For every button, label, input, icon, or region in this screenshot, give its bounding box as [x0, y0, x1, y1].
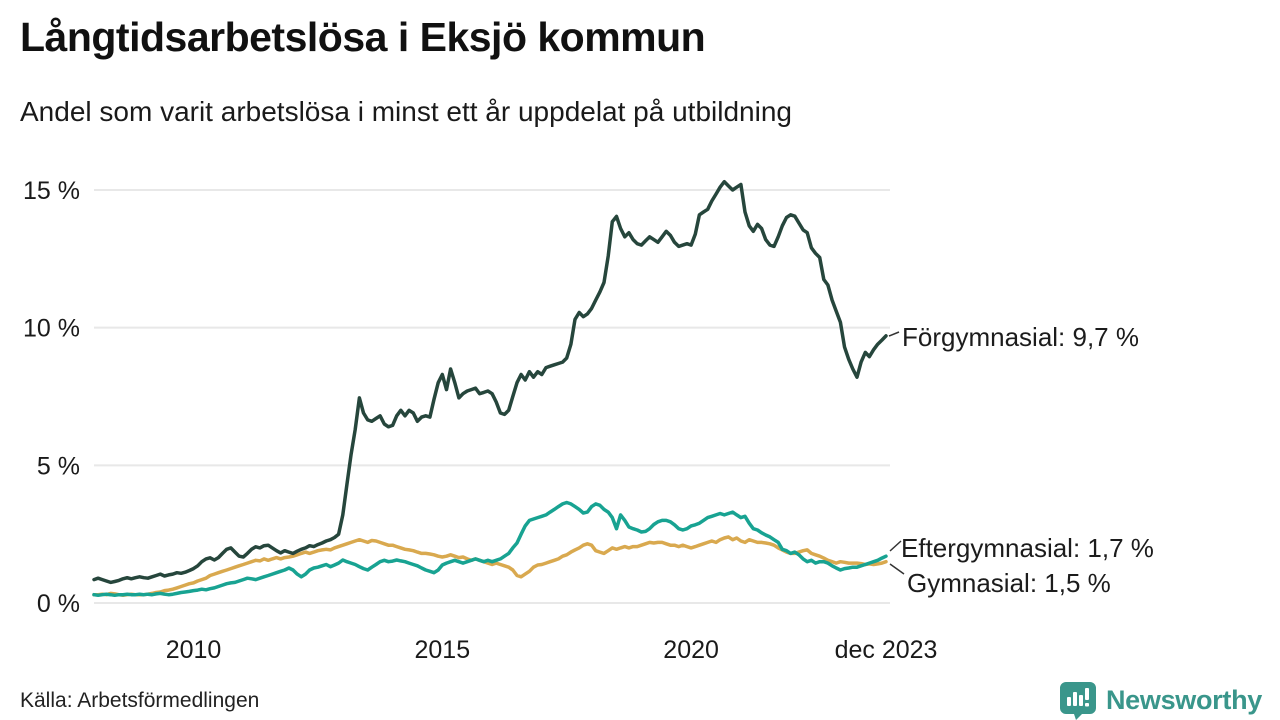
y-axis-tick-label: 10 % — [23, 315, 80, 343]
x-axis-tick-label: 2020 — [663, 636, 719, 664]
series-label-eftergymnasial: Eftergymnasial: 1,7 % — [901, 533, 1154, 563]
x-axis-tick-label: 2010 — [166, 636, 222, 664]
y-axis-tick-label: 0 % — [37, 590, 80, 618]
x-axis-tick-label: dec 2023 — [835, 636, 938, 664]
leader-forgymnasial — [888, 331, 900, 337]
leader-eftergymnasial — [889, 540, 902, 552]
series-label-forgymnasial: Förgymnasial: 9,7 % — [902, 322, 1139, 352]
x-axis-tick-label: 2015 — [415, 636, 471, 664]
series-label-gymnasial: Gymnasial: 1,5 % — [907, 568, 1111, 598]
leader-gymnasial — [889, 563, 905, 575]
y-axis-tick-label: 5 % — [37, 452, 80, 480]
newsworthy-wordmark: Newsworthy — [1105, 684, 1262, 715]
source-note: Källa: Arbetsförmedlingen — [20, 689, 260, 712]
series-line-frgymnasial — [92, 179, 888, 585]
newsworthy-logo: Newsworthy — [1059, 680, 1262, 720]
newsworthy-bubble-chart-icon — [1059, 682, 1096, 720]
chart-title: Långtidsarbetslösa i Eksjö kommun — [20, 14, 706, 60]
y-axis-tick-label: 15 % — [23, 177, 80, 205]
chart-subtitle: Andel som varit arbetslösa i minst ett å… — [20, 96, 792, 127]
series-line-eftergymnasial — [92, 500, 888, 598]
series-line-gymnasial — [92, 535, 888, 598]
